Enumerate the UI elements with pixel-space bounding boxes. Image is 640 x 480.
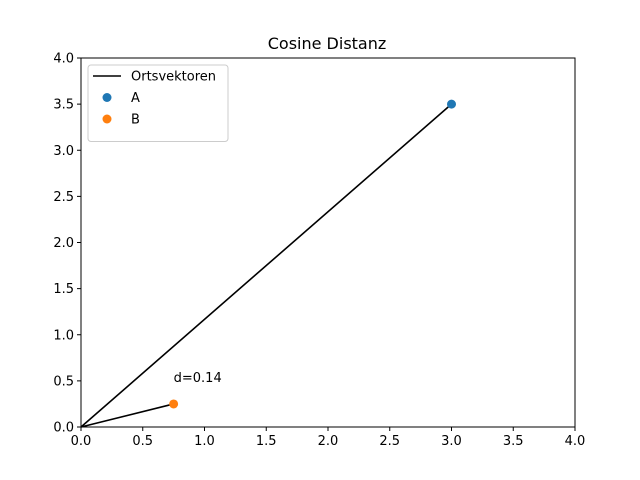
y-tick-label: 4.0 xyxy=(53,52,74,67)
y-tick-label: 1.0 xyxy=(53,328,74,343)
point-b xyxy=(169,399,179,409)
plot-frame xyxy=(80,57,576,428)
x-tick-label: 4.0 xyxy=(565,434,586,449)
ortsvektor-line xyxy=(80,103,453,428)
distance-annotation: d=0.14 xyxy=(174,371,222,386)
legend-label: B xyxy=(131,113,140,128)
data-points xyxy=(169,99,456,409)
x-tick-label: 2.0 xyxy=(318,434,339,449)
x-axis: 0.0 0.5 1.0 1.5 2.0 2.5 3.0 3.5 4.0 xyxy=(71,427,586,449)
legend: Ortsvektoren AB xyxy=(87,64,229,142)
y-axis: 0.0 0.5 1.0 1.5 2.0 2.5 3.0 3.5 4.0 xyxy=(53,52,81,436)
ortsvektor-line xyxy=(80,403,174,428)
y-tick-label: 2.0 xyxy=(53,236,74,251)
x-tick-label: 3.0 xyxy=(441,434,462,449)
y-tick-label: 0.5 xyxy=(53,374,74,389)
x-tick-label: 3.5 xyxy=(503,434,524,449)
x-tick-label: 0.5 xyxy=(132,434,153,449)
x-tick-label: 0.0 xyxy=(71,434,92,449)
y-tick-label: 2.5 xyxy=(53,190,74,205)
legend-point-swatch xyxy=(102,114,112,124)
vector-lines xyxy=(80,103,453,428)
legend-label: Ortsvektoren xyxy=(131,70,216,85)
y-tick-label: 3.0 xyxy=(53,144,74,159)
y-tick-label: 3.5 xyxy=(53,98,74,113)
point-a xyxy=(447,99,456,109)
legend-point-swatch xyxy=(102,93,112,102)
y-tick-label: 1.5 xyxy=(53,282,74,297)
y-tick-label: 0.0 xyxy=(53,421,74,436)
legend-label: A xyxy=(131,91,140,106)
chart-title: Cosine Distanz xyxy=(268,34,387,53)
legend-box xyxy=(87,64,229,142)
x-tick-label: 1.0 xyxy=(194,434,215,449)
x-tick-label: 1.5 xyxy=(256,434,277,449)
x-tick-label: 2.5 xyxy=(379,434,400,449)
annotations: d=0.14 xyxy=(174,371,222,386)
